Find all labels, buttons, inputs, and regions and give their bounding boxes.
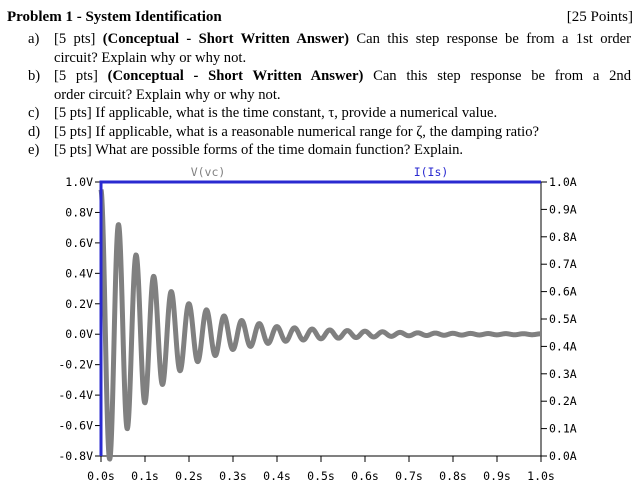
left-tick-label: 0.6V bbox=[65, 236, 93, 250]
right-tick-label: 0.3A bbox=[549, 367, 577, 381]
question-label: e) bbox=[28, 142, 40, 158]
x-tick-label: 0.5s bbox=[307, 469, 335, 483]
question-text: Can this step response be from a 2nd bbox=[373, 68, 632, 84]
right-tick-label: 0.7A bbox=[549, 257, 577, 271]
left-tick-label: 0.4V bbox=[65, 266, 93, 280]
question-text-continuation: order circuit? Explain why or why not. bbox=[54, 86, 281, 103]
question-text: [5 pts] What are possible forms of the t… bbox=[54, 142, 464, 158]
question-label: b) bbox=[28, 68, 41, 84]
question-text: [5 pts] If applicable, what is the time … bbox=[54, 105, 498, 121]
plot-labels: 1.0V 0.8V 0.6V 0.4V 0.2V 0.0V -0.2V -0.4V -0.6V -… bbox=[58, 165, 576, 483]
question-type: (Conceptual - Short Written Answer) bbox=[102, 31, 350, 47]
question-label: d) bbox=[28, 124, 41, 140]
question-points: [5 pts] bbox=[54, 31, 96, 47]
left-tick-label: 0.8V bbox=[65, 205, 93, 219]
plot-traces bbox=[98, 180, 544, 462]
problem-points: [25 Points] bbox=[566, 9, 633, 25]
left-tick-label: 0.0V bbox=[65, 327, 93, 341]
voltage-trace bbox=[98, 188, 544, 462]
left-tick-label: -0.8V bbox=[58, 449, 93, 463]
x-tick-label: 0.0s bbox=[87, 469, 115, 483]
question-text: Can this step response be from a 1st ord… bbox=[356, 31, 631, 47]
right-tick-label: 0.6A bbox=[549, 285, 577, 299]
question-label: a) bbox=[28, 31, 40, 47]
question-text: [5 pts] If applicable, what is a reasona… bbox=[54, 124, 540, 140]
legend-voltage: V(vc) bbox=[191, 165, 226, 179]
right-tick-label: 0.2A bbox=[549, 394, 577, 408]
question-points: [5 pts] bbox=[54, 68, 98, 84]
left-tick-label: 0.2V bbox=[65, 297, 93, 311]
right-tick-label: 0.8A bbox=[549, 230, 577, 244]
x-tick-label: 0.4s bbox=[263, 469, 291, 483]
left-tick-label: 1.0V bbox=[65, 175, 93, 189]
x-tick-label: 0.3s bbox=[219, 469, 247, 483]
x-tick-label: 0.7s bbox=[395, 469, 423, 483]
problem-header: Problem 1 - System Identification [25 Po… bbox=[7, 9, 633, 27]
left-tick-label: -0.2V bbox=[58, 358, 93, 372]
plot-axes bbox=[95, 181, 547, 462]
question-label: c) bbox=[28, 105, 40, 121]
x-tick-label: 0.9s bbox=[483, 469, 511, 483]
right-tick-label: 0.4A bbox=[549, 339, 577, 353]
question-text-continuation: circuit? Explain why or why not. bbox=[54, 49, 247, 66]
legend-current: I(Is) bbox=[414, 165, 449, 179]
right-tick-label: 1.0A bbox=[549, 175, 577, 189]
right-tick-label: 0.0A bbox=[549, 449, 577, 463]
right-tick-label: 0.1A bbox=[549, 422, 577, 436]
x-tick-label: 0.6s bbox=[351, 469, 379, 483]
x-tick-label: 1.0s bbox=[527, 469, 555, 483]
right-tick-label: 0.9A bbox=[549, 202, 577, 216]
question-type: (Conceptual - Short Written Answer) bbox=[107, 68, 364, 84]
left-tick-label: -0.4V bbox=[58, 388, 93, 402]
left-tick-label: -0.6V bbox=[58, 419, 93, 433]
x-tick-label: 0.1s bbox=[131, 469, 159, 483]
problem-title: Problem 1 - System Identification bbox=[7, 9, 222, 25]
x-tick-label: 0.2s bbox=[175, 469, 203, 483]
right-tick-label: 0.5A bbox=[549, 312, 577, 326]
x-tick-label: 0.8s bbox=[439, 469, 467, 483]
